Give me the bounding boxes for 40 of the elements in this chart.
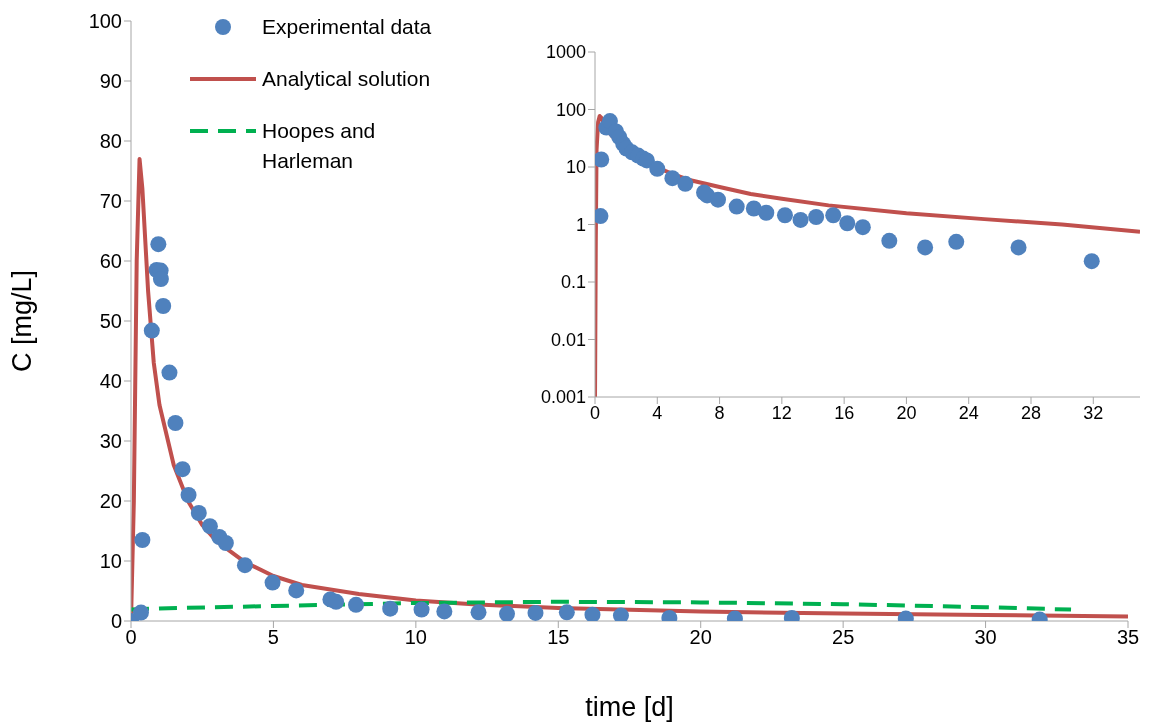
legend-label: Hoopes and Harleman xyxy=(262,118,377,174)
y-tick-label: 100 xyxy=(88,10,122,33)
y-tick-label: 70 xyxy=(99,190,122,213)
y-tick-label: 1000 xyxy=(545,42,586,63)
y-tick-label: 40 xyxy=(99,370,122,393)
x-tick-label: 10 xyxy=(404,626,427,649)
x-tick-label: 5 xyxy=(267,626,279,649)
x-tick-label: 20 xyxy=(896,402,917,423)
y-tick-label: 0.1 xyxy=(560,272,586,293)
x-tick-label: 30 xyxy=(974,626,997,649)
x-tick-label: 4 xyxy=(652,402,663,423)
x-tick-label: 0 xyxy=(589,402,601,423)
x-tick-label: 12 xyxy=(771,402,792,423)
y-tick-label: 0.01 xyxy=(550,329,586,350)
y-tick-label: 1 xyxy=(575,214,586,235)
y-tick-label: 60 xyxy=(99,250,122,273)
x-tick-label: 0 xyxy=(125,626,137,649)
x-tick-label: 24 xyxy=(958,402,979,423)
y-tick-label: 20 xyxy=(99,490,122,513)
y-tick-label: 0 xyxy=(110,610,122,633)
y-tick-label: 0.001 xyxy=(540,387,586,408)
x-tick-label: 15 xyxy=(547,626,570,649)
y-tick-label: 50 xyxy=(99,310,122,333)
legend-label: Experimental data xyxy=(262,14,432,40)
x-axis-title: time [d] xyxy=(585,692,674,722)
y-tick-label: 80 xyxy=(99,130,122,153)
x-tick-label: 16 xyxy=(834,402,855,423)
y-tick-label: 10 xyxy=(565,157,586,178)
x-tick-label: 8 xyxy=(714,402,725,423)
y-tick-label: 10 xyxy=(99,550,122,573)
x-tick-label: 32 xyxy=(1083,402,1104,423)
y-tick-label: 30 xyxy=(99,430,122,453)
x-tick-label: 25 xyxy=(832,626,855,649)
legend-label: Analytical solution xyxy=(262,66,431,92)
x-tick-label: 35 xyxy=(1116,626,1140,649)
x-tick-label: 28 xyxy=(1020,402,1042,423)
y-tick-label: 100 xyxy=(555,99,586,120)
x-tick-label: 20 xyxy=(689,626,712,649)
y-tick-label: 90 xyxy=(99,70,122,93)
y-axis-title: C [mg/L] xyxy=(6,269,37,373)
